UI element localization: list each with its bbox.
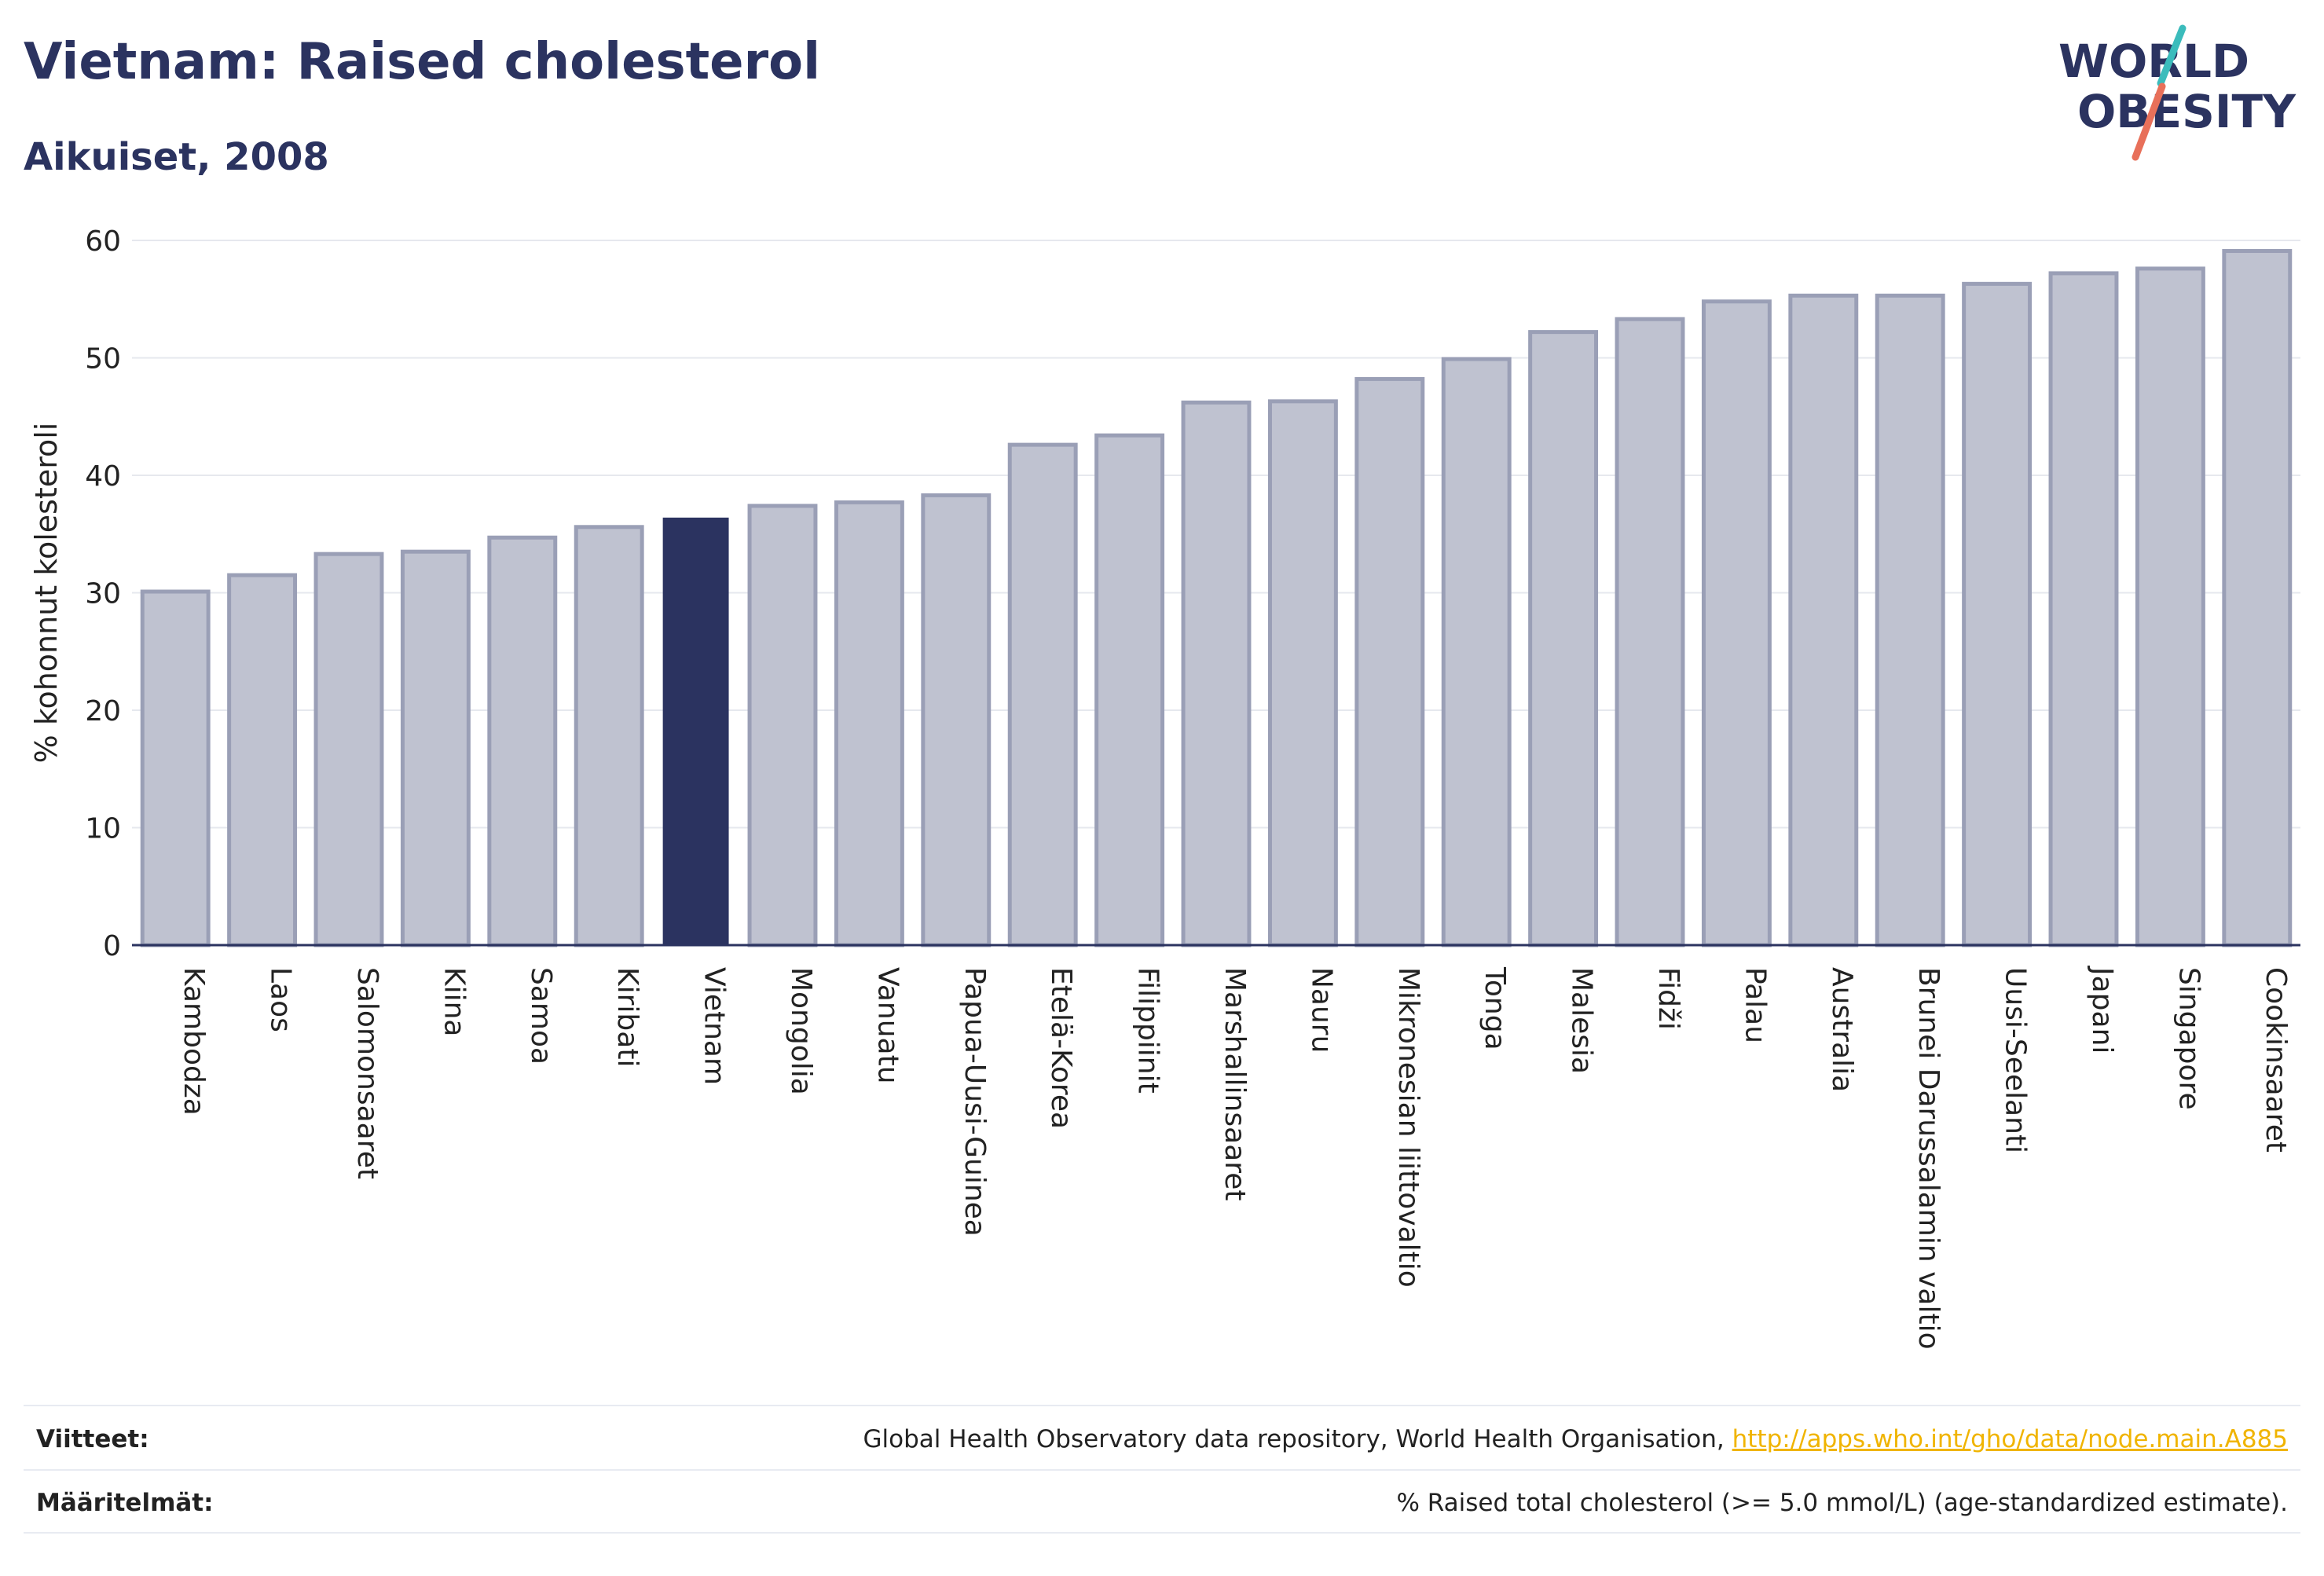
y-tick-label: 10 (85, 813, 121, 845)
bar (1441, 357, 1512, 947)
x-tick-label: Laos (265, 967, 297, 1032)
y-tick-label: 0 (103, 930, 121, 962)
x-tick-label: Papua-Uusi-Guinea (959, 967, 991, 1237)
bar (140, 589, 211, 947)
bar (834, 500, 904, 947)
logo-slash-coral (2132, 82, 2166, 161)
y-tick-label: 30 (85, 578, 121, 610)
x-tick-label: Brunei Darussalamin valtio (1912, 967, 1945, 1350)
x-tick-label: Malesia (1566, 967, 1598, 1074)
x-tick-label: Tonga (1479, 966, 1511, 1050)
bar (400, 549, 471, 947)
bar (487, 535, 558, 947)
x-tick-label: Salomonsaaret (351, 967, 383, 1179)
logo-word-obesity: OBESITY (2077, 85, 2297, 138)
x-tick-label: Kiribati (611, 967, 643, 1067)
bar (2048, 271, 2119, 947)
chart-subtitle: Aikuiset, 2008 (24, 135, 329, 179)
footer-divider-middle (24, 1469, 2300, 1471)
chart-title: Vietnam: Raised cholesterol (24, 33, 821, 91)
logo-word-world: WORLD (2058, 35, 2249, 88)
bar (747, 504, 818, 947)
x-tick-label: Vietnam (698, 967, 731, 1085)
bar-chart: 0 10 20 30 40 50 60 % kohonnut kolesteroli Kambo… (29, 225, 2300, 1350)
y-tick-label: 60 (85, 225, 121, 258)
y-axis-label: % kohonnut kolesteroli (29, 423, 64, 764)
bar (1528, 330, 1599, 947)
logo-slash-teal (2157, 24, 2187, 87)
x-tick-label: Singapore (2172, 967, 2205, 1110)
sources-label: Viitteet: (36, 1425, 149, 1453)
bar (2222, 248, 2293, 947)
x-tick-label: Kiina (438, 967, 470, 1037)
bar (1615, 317, 1685, 947)
definitions-text: % Raised total cholesterol (>= 5.0 mmol/… (1396, 1489, 2288, 1517)
bar (1181, 400, 1252, 947)
x-tick-label: Australia (1826, 967, 1858, 1092)
bar (574, 525, 644, 947)
x-tick-label: Filippiinit (1132, 967, 1164, 1094)
footer-divider-bottom (24, 1532, 2300, 1534)
x-tick-label: Mongolia (785, 967, 817, 1095)
bar (227, 573, 298, 947)
bar (1094, 433, 1165, 947)
x-tick-label: Palau (1739, 967, 1771, 1043)
x-tick-label: Nauru (1305, 967, 1337, 1053)
x-tick-label: Cookinsaaret (2260, 967, 2292, 1153)
y-tick-label: 20 (85, 695, 121, 728)
sources-description: Global Health Observatory data repositor… (863, 1425, 1732, 1453)
bar (313, 552, 384, 947)
sources-text: Global Health Observatory data repositor… (863, 1425, 2288, 1453)
world-obesity-logo: WORLD OBESITY (2058, 24, 2297, 161)
y-tick-label: 50 (85, 343, 121, 376)
x-tick-label: Marshallinsaaret (1219, 967, 1251, 1201)
bar (1962, 281, 2033, 947)
definitions-label: Määritelmät: (36, 1489, 214, 1517)
bar (1788, 293, 1859, 947)
x-tick-label: Kambodza (178, 967, 210, 1116)
y-tick-label: 40 (85, 460, 121, 493)
x-tick-label: Etelä-Korea (1045, 967, 1077, 1129)
bar (1007, 442, 1078, 947)
bar (1354, 376, 1425, 947)
x-tick-label: Samoa (525, 967, 557, 1065)
footer-divider-top (24, 1405, 2300, 1406)
x-tick-label: Fidži (1652, 967, 1684, 1030)
bar (1875, 293, 1945, 947)
bar (662, 517, 729, 945)
x-tick-label: Uusi-Seelanti (2000, 967, 2032, 1153)
bar (2135, 266, 2205, 947)
bar (921, 493, 992, 947)
x-tick-label: Japani (2086, 966, 2118, 1054)
x-tick-label: Vanuatu (871, 967, 904, 1084)
bar (1267, 399, 1338, 947)
x-tick-label: Mikronesian liittovaltio (1392, 967, 1424, 1288)
sources-link[interactable]: http://apps.who.int/gho/data/node.main.A… (1732, 1425, 2288, 1453)
bar (1701, 299, 1772, 947)
